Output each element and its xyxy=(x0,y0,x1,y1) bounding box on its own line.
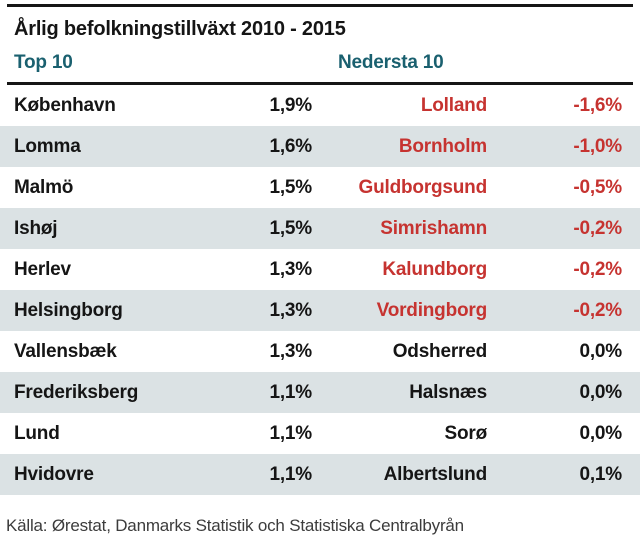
bottom-city-value: -0,2% xyxy=(573,217,622,239)
bottom-city-name: Halsnæs xyxy=(409,381,487,403)
top-city-name: Hvidovre xyxy=(14,463,94,485)
table-row: Helsingborg 1,3% Vordingborg -0,2% xyxy=(0,290,640,331)
top-city-value: 1,1% xyxy=(269,381,312,403)
source-note: Källa: Ørestat, Danmarks Statistik och S… xyxy=(6,516,464,535)
top-city-value: 1,3% xyxy=(269,258,312,280)
top-city-name: København xyxy=(14,94,116,116)
bottom-city-value: 0,0% xyxy=(579,340,622,362)
bottom-city-name: Odsherred xyxy=(392,340,487,362)
bottom-city-name: Simrishamn xyxy=(380,217,487,239)
page-title: Årlig befolkningstillväxt 2010 - 2015 xyxy=(14,18,346,40)
bottom-city-name: Vordingborg xyxy=(376,299,488,321)
bottom-city-value: 0,1% xyxy=(579,463,622,485)
table-row: Ishøj 1,5% Simrishamn -0,2% xyxy=(0,208,640,249)
top-city-value: 1,1% xyxy=(269,422,312,444)
top-city-value: 1,5% xyxy=(269,217,312,239)
top-city-name: Vallensbæk xyxy=(14,340,117,362)
bottom-city-name: Bornholm xyxy=(398,135,487,157)
top-city-value: 1,3% xyxy=(269,340,312,362)
top-city-name: Frederiksberg xyxy=(14,381,139,403)
bottom-city-name: Albertslund xyxy=(383,463,488,485)
bottom-city-name: Kalundborg xyxy=(382,258,487,280)
column-header-nedersta10: Nedersta 10 xyxy=(338,52,444,73)
header-divider-rule xyxy=(7,82,633,85)
bottom-city-value: 0,0% xyxy=(579,381,622,403)
top-city-name: Lund xyxy=(14,422,60,444)
top-city-name: Lomma xyxy=(14,135,81,157)
bottom-city-value: -1,0% xyxy=(573,135,622,157)
top-city-value: 1,6% xyxy=(269,135,312,157)
table-row: Lomma 1,6% Bornholm -1,0% xyxy=(0,126,640,167)
bottom-city-value: -0,2% xyxy=(573,299,622,321)
top-city-name: Ishøj xyxy=(14,217,58,239)
bottom-city-value: -0,2% xyxy=(573,258,622,280)
top-city-value: 1,3% xyxy=(269,299,312,321)
table-row: Malmö 1,5% Guldborgsund -0,5% xyxy=(0,167,640,208)
bottom-city-value: 0,0% xyxy=(579,422,622,444)
table-row: Hvidovre 1,1% Albertslund 0,1% xyxy=(0,454,640,495)
bottom-city-name: Sorø xyxy=(444,422,488,444)
bottom-city-name: Guldborgsund xyxy=(358,176,488,198)
table-row: Vallensbæk 1,3% Odsherred 0,0% xyxy=(0,331,640,372)
table-row: Lund 1,1% Sorø 0,0% xyxy=(0,413,640,454)
top-city-value: 1,1% xyxy=(269,463,312,485)
column-header-top10: Top 10 xyxy=(14,52,73,73)
top-city-value: 1,9% xyxy=(269,94,312,116)
bottom-city-name: Lolland xyxy=(420,94,487,116)
table-row: København 1,9% Lolland -1,6% xyxy=(0,85,640,126)
top-city-name: Helsingborg xyxy=(14,299,123,321)
table-row: Herlev 1,3% Kalundborg -0,2% xyxy=(0,249,640,290)
top-rule xyxy=(7,4,633,7)
table-row: Frederiksberg 1,1% Halsnæs 0,0% xyxy=(0,372,640,413)
top-city-name: Herlev xyxy=(14,258,71,280)
top-city-value: 1,5% xyxy=(269,176,312,198)
bottom-city-value: -1,6% xyxy=(573,94,622,116)
top-city-name: Malmö xyxy=(14,176,74,198)
table-body: København 1,9% Lolland -1,6% Lomma 1,6% … xyxy=(0,85,640,495)
column-header-row: Top 10 Nedersta 10 xyxy=(0,41,640,82)
bottom-city-value: -0,5% xyxy=(573,176,622,198)
